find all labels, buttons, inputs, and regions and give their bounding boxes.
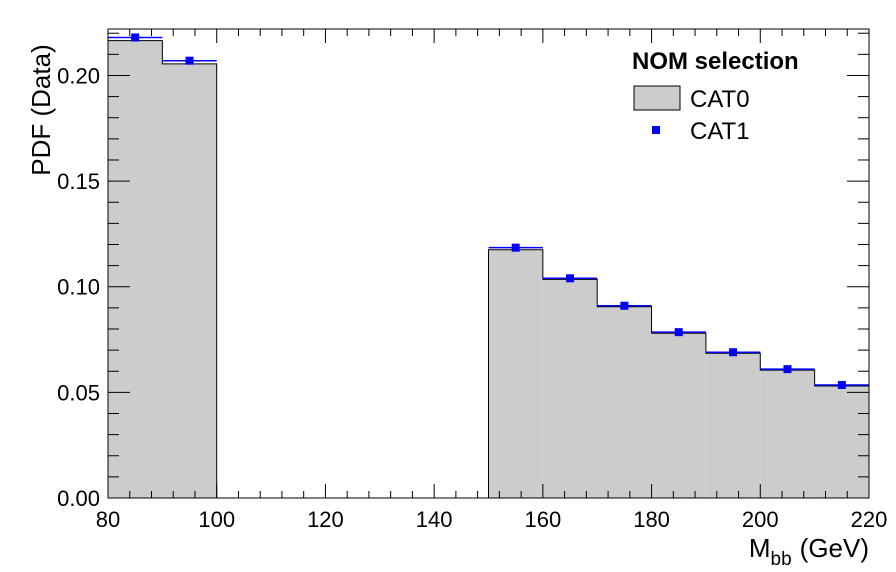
legend-swatch-cat0: [633, 85, 681, 111]
x-axis-title-main: M: [749, 533, 771, 563]
cat1-marker: [566, 274, 575, 283]
x-tick-label: 220: [851, 507, 888, 532]
legend-header: NOM selection: [632, 48, 799, 75]
y-tick-label: 0.15: [57, 169, 100, 194]
cat1-marker: [783, 365, 792, 374]
y-tick-label: 0.00: [57, 486, 100, 511]
bar-cat0: [651, 333, 706, 498]
legend-marker-cat1: [652, 126, 660, 134]
y-tick-label: 0.05: [57, 380, 100, 405]
legend-label-cat1: CAT1: [690, 118, 750, 145]
bar-cat0: [542, 279, 598, 498]
legend: NOM selection CAT0 CAT1: [632, 48, 799, 145]
x-axis-title: Mbb (GeV): [749, 533, 869, 570]
cat1-marker: [620, 301, 629, 310]
bar-cat0: [760, 370, 815, 498]
y-tick-label: 0.20: [57, 63, 100, 88]
bar-cat0: [162, 63, 217, 499]
bar-cat0: [108, 40, 163, 498]
bar-cat0: [814, 386, 869, 498]
x-tick-label: 80: [96, 507, 120, 532]
x-axis-title-subscript: bb: [771, 549, 792, 570]
plot-border: [107, 28, 870, 499]
cat1-marker: [511, 243, 520, 252]
bar-cat0: [705, 353, 761, 498]
cat1-marker: [674, 328, 683, 337]
cat1-marker: [131, 33, 140, 42]
legend-label-cat0: CAT0: [690, 86, 750, 113]
x-axis-title-unit: (GeV): [800, 533, 869, 563]
x-tick-label: 100: [198, 507, 235, 532]
x-tick-label: 120: [307, 507, 344, 532]
x-tick-label: 200: [742, 507, 779, 532]
tick-labels: 80 100 120 140 160 180 200 220 0.00 0.05 0.10 0.15 0…: [57, 63, 887, 532]
plot-area: [107, 33, 870, 499]
cat1-marker: [729, 348, 738, 357]
y-tick-label: 0.10: [57, 275, 100, 300]
axis-ticks: [107, 29, 870, 499]
x-tick-label: 160: [524, 507, 561, 532]
cat1-marker: [185, 56, 194, 65]
x-tick-label: 140: [416, 507, 453, 532]
x-tick-label: 180: [633, 507, 670, 532]
y-axis-title: PDF (Data): [26, 44, 56, 175]
bar-cat0: [597, 306, 652, 498]
bar-cat0: [488, 249, 543, 498]
plot-frame: [107, 28, 870, 499]
cat1-marker: [837, 380, 846, 389]
